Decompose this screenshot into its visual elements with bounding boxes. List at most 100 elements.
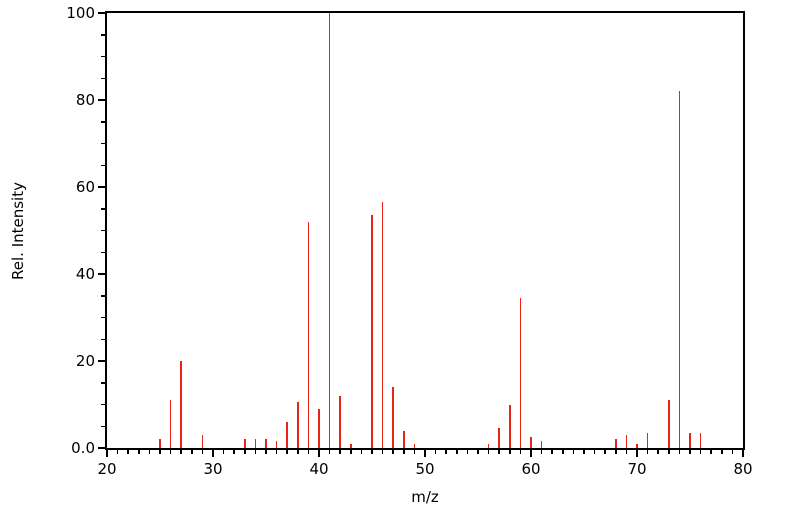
x-minor-tick (678, 450, 681, 454)
x-minor-tick (615, 450, 617, 454)
x-minor-tick (350, 450, 352, 454)
peak-mz-58 (509, 404, 511, 448)
peak-mz-38 (297, 402, 299, 448)
x-minor-tick (583, 450, 585, 454)
y-tick-label-100: 100 (66, 4, 95, 22)
x-minor-tick (731, 450, 734, 454)
x-major-tick (636, 450, 638, 457)
x-minor-tick (191, 450, 193, 454)
peak-mz-49 (413, 443, 416, 448)
x-minor-tick (286, 450, 288, 454)
x-minor-tick (148, 450, 151, 454)
x-major-tick (106, 450, 108, 457)
y-major-tick (98, 360, 105, 362)
peak-mz-43 (350, 443, 352, 448)
y-minor-tick (101, 121, 105, 123)
peak-mz-35 (265, 439, 267, 448)
x-minor-tick (254, 450, 257, 454)
x-minor-tick (477, 450, 479, 454)
y-tick-label-20: 20 (75, 352, 95, 370)
y-tick-label-40: 40 (75, 265, 95, 283)
peak-mz-27 (180, 361, 182, 448)
y-tick-label-0.0: 0.0 (71, 439, 95, 457)
y-minor-tick (101, 208, 105, 210)
y-minor-tick (101, 316, 105, 319)
x-minor-tick (710, 450, 712, 454)
y-major-tick (98, 186, 105, 188)
plot-area (105, 11, 745, 450)
x-minor-tick (297, 450, 299, 454)
x-tick-label-80: 80 (733, 460, 753, 478)
x-minor-tick (509, 450, 511, 454)
peak-mz-26 (169, 400, 172, 448)
x-minor-tick (668, 450, 670, 454)
x-minor-tick (657, 450, 659, 454)
x-major-tick (742, 450, 744, 457)
y-minor-tick (101, 425, 105, 427)
y-minor-tick (101, 295, 105, 297)
x-minor-tick (307, 450, 310, 454)
peak-mz-47 (392, 387, 394, 448)
peak-mz-61 (540, 441, 543, 448)
x-tick-label-40: 40 (309, 460, 329, 478)
x-minor-tick (466, 450, 469, 454)
x-minor-tick (625, 450, 628, 454)
peak-mz-42 (339, 395, 341, 448)
y-minor-tick (101, 34, 105, 36)
y-minor-tick (101, 164, 105, 166)
x-minor-tick (498, 450, 500, 454)
peak-mz-36 (275, 441, 278, 448)
peak-mz-56 (487, 443, 490, 448)
x-minor-tick (201, 450, 204, 454)
x-tick-label-60: 60 (521, 460, 541, 478)
x-tick-label-20: 20 (97, 460, 117, 478)
x-minor-tick (456, 450, 458, 454)
x-minor-tick (604, 450, 606, 454)
peak-mz-37 (286, 421, 288, 448)
y-minor-tick (101, 382, 105, 384)
peak-mz-73 (668, 400, 670, 448)
x-minor-tick (721, 450, 723, 454)
peak-mz-69 (625, 434, 628, 448)
x-minor-tick (487, 450, 490, 454)
x-minor-tick (689, 450, 691, 454)
peak-mz-57 (498, 428, 500, 448)
x-minor-tick (265, 450, 267, 454)
y-tick-label-60: 60 (75, 178, 95, 196)
x-minor-tick (180, 450, 182, 454)
peak-mz-41 (328, 13, 331, 448)
peak-mz-33 (244, 439, 246, 448)
x-minor-tick (699, 450, 702, 454)
peak-mz-39 (307, 221, 310, 448)
x-minor-tick (371, 450, 373, 454)
x-minor-tick (381, 450, 384, 454)
peak-mz-48 (403, 430, 405, 448)
y-minor-tick (101, 338, 105, 340)
peak-mz-60 (530, 437, 532, 448)
x-minor-tick (403, 450, 405, 454)
peak-mz-45 (371, 215, 373, 448)
peak-mz-25 (159, 439, 161, 448)
peak-mz-34 (254, 439, 257, 448)
x-minor-tick (169, 450, 172, 454)
y-tick-label-80: 80 (75, 91, 95, 109)
x-minor-tick (339, 450, 341, 454)
peak-mz-46 (381, 202, 384, 448)
y-minor-tick (101, 251, 105, 253)
x-tick-label-50: 50 (415, 460, 435, 478)
x-minor-tick (275, 450, 278, 454)
x-minor-tick (244, 450, 246, 454)
x-minor-tick (360, 450, 363, 454)
x-minor-tick (445, 450, 447, 454)
y-minor-tick (101, 403, 105, 406)
x-minor-tick (540, 450, 543, 454)
x-major-tick (212, 450, 214, 457)
x-minor-tick (116, 450, 119, 454)
y-major-tick (98, 273, 105, 275)
peak-mz-70 (636, 443, 638, 448)
peak-mz-59 (519, 297, 522, 448)
peak-mz-71 (646, 432, 649, 448)
x-minor-tick (551, 450, 553, 454)
peak-mz-74 (678, 91, 681, 448)
